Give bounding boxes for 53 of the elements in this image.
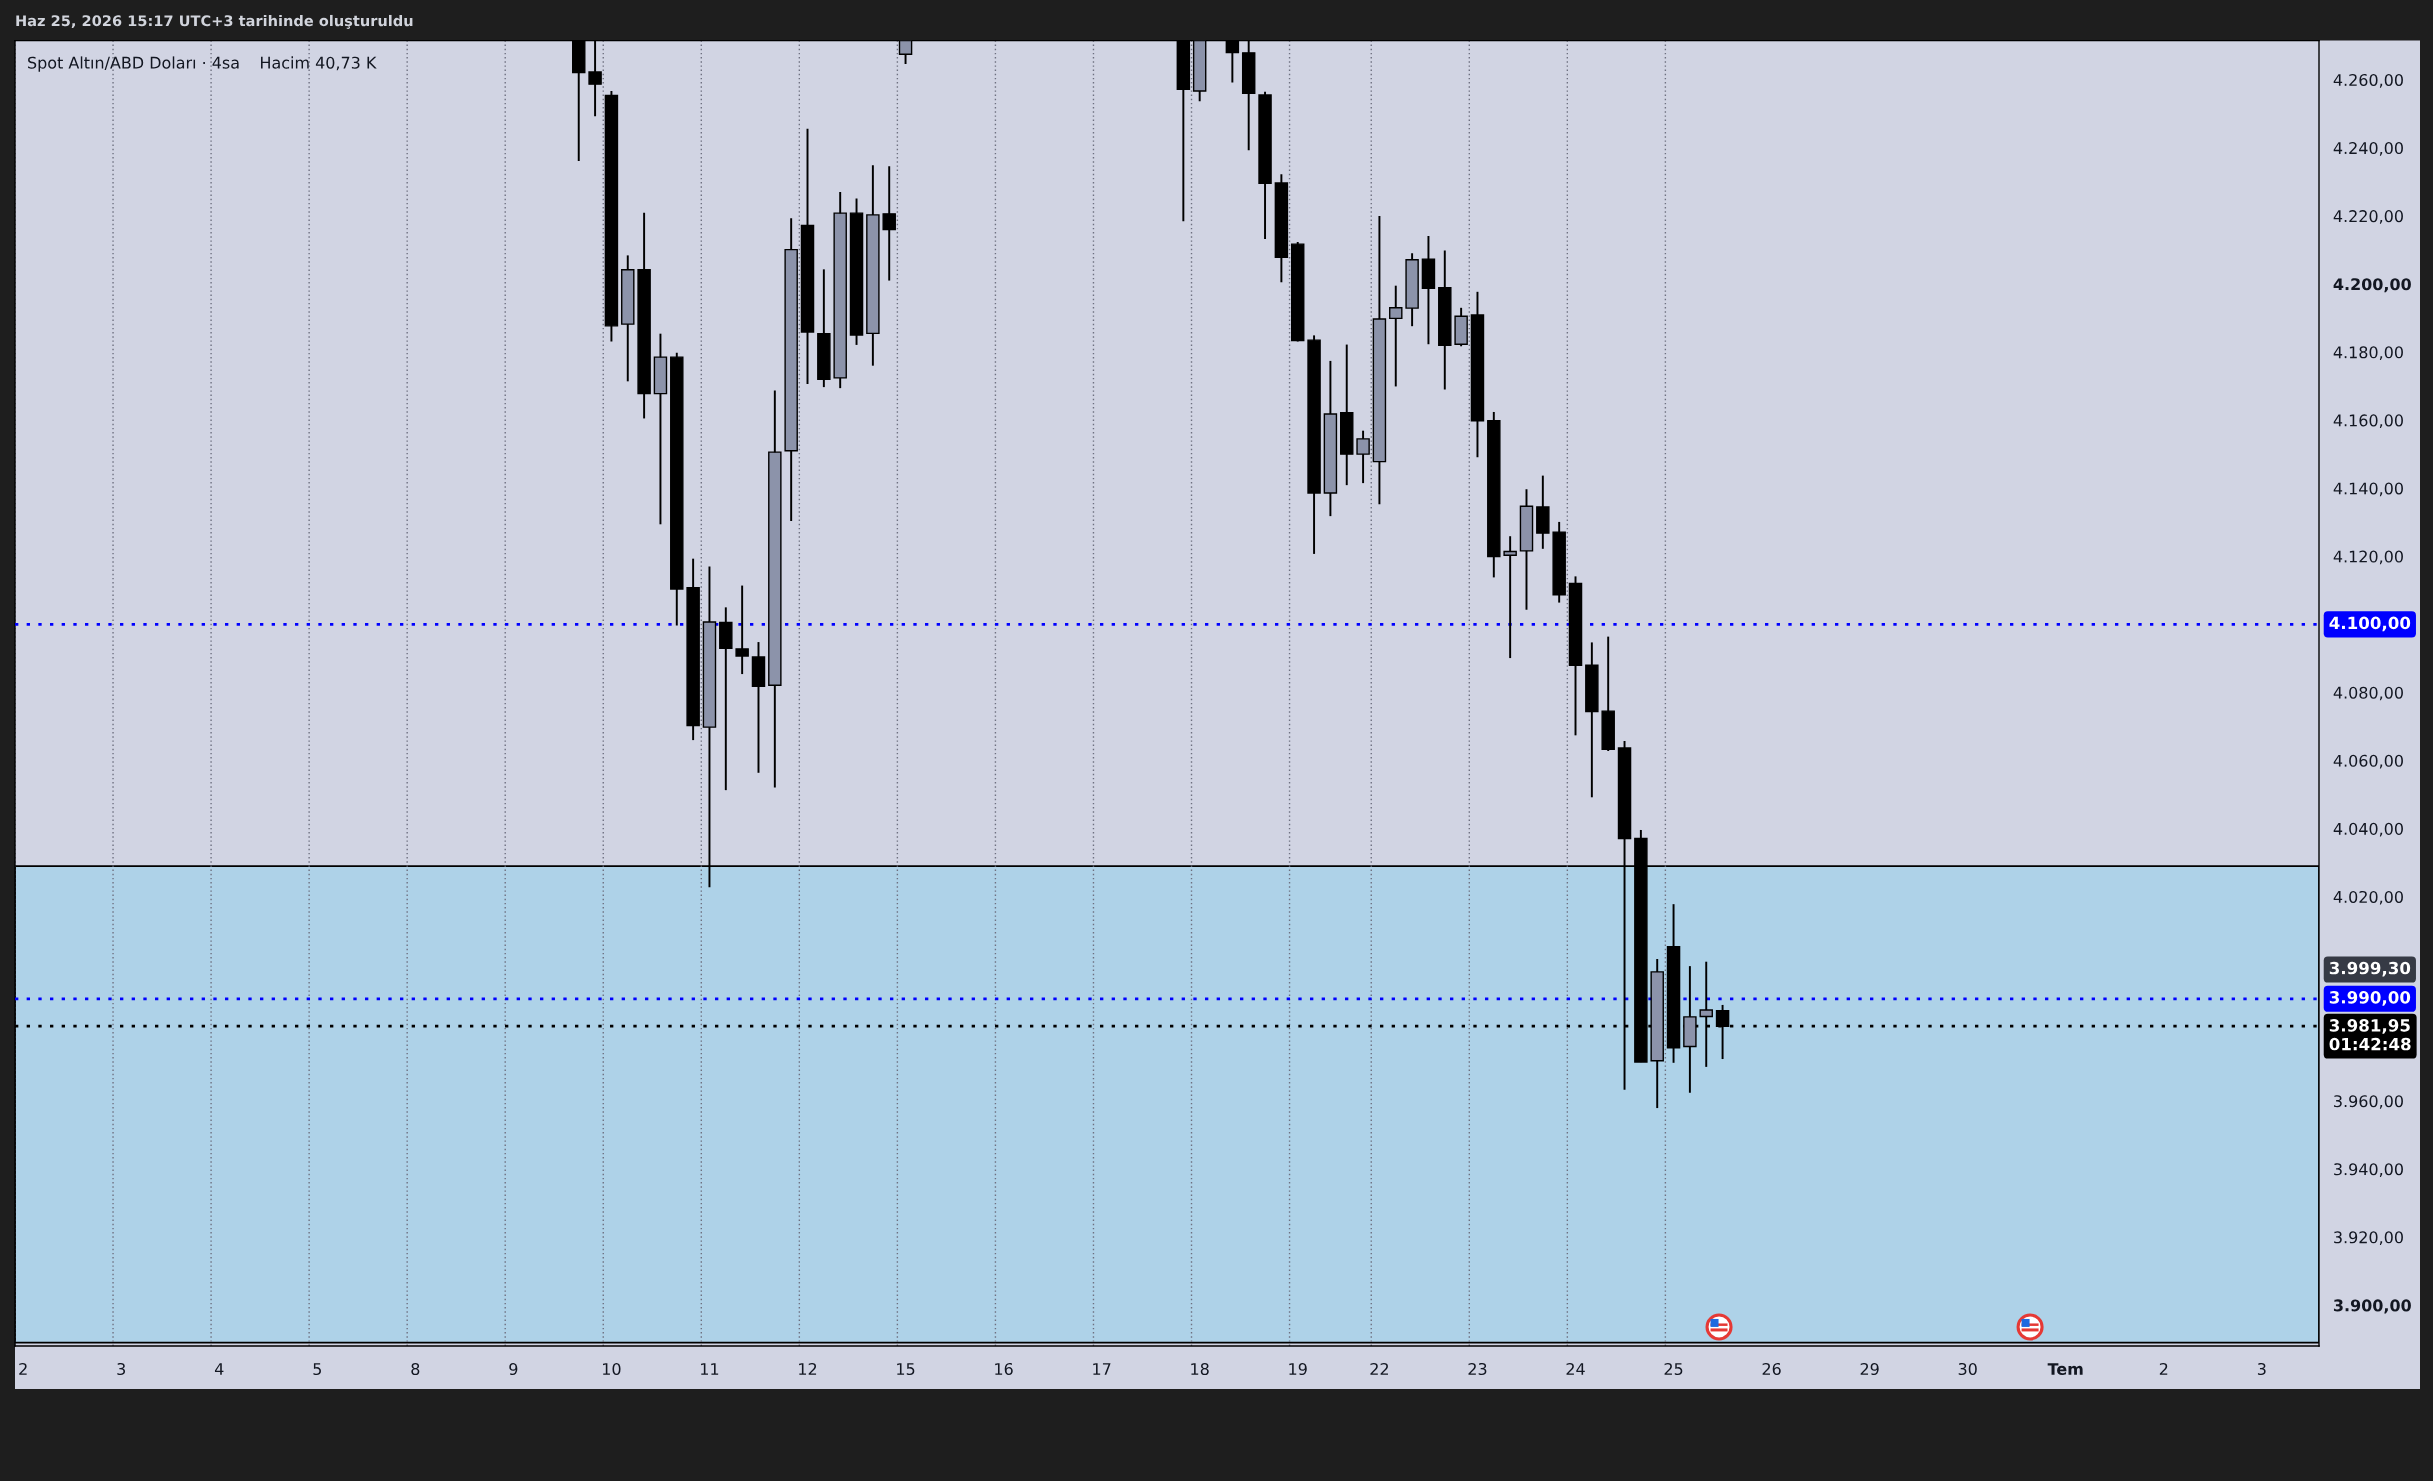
x-tick-label: 2	[2159, 1362, 2168, 1375]
ref-line-label: 3.990,00	[2329, 991, 2411, 1006]
candlestick	[735, 584, 749, 676]
y-tick-label: 4.160,00	[2333, 414, 2403, 429]
y-tick-label: 4.180,00	[2333, 346, 2403, 360]
x-tick-label: 8	[411, 1362, 420, 1376]
y-tick-label: 4.200,00	[2333, 278, 2411, 293]
candlestick	[882, 165, 896, 282]
x-tick-label: 5	[313, 1363, 321, 1376]
x-tick-label: 19	[1289, 1362, 1307, 1376]
candlestick	[1503, 535, 1517, 660]
x-tick-label: 4	[214, 1363, 224, 1375]
x-tick-label: 30	[1958, 1362, 1977, 1376]
x-tick-label: 15	[897, 1363, 915, 1376]
text: 3.999,30	[2329, 961, 2411, 977]
ref-line-label: 3.981,95 01:42:48	[2329, 1019, 2411, 1051]
x-tick-label: 2	[19, 1362, 27, 1375]
y-tick-label: 4.060,00	[2333, 754, 2403, 769]
text: Haz 25, 2026 15:17 UTC+3 tarihinde oluşturuldu	[16, 14, 413, 29]
y-tick-label: 4.080,00	[2333, 686, 2403, 701]
x-tick-label: 10	[603, 1362, 621, 1376]
x-tick-label: 17	[1093, 1363, 1111, 1375]
text: Hacim 40,73 K	[261, 56, 377, 71]
x-tick-label: 23	[1468, 1362, 1487, 1376]
x-tick-label: 3	[117, 1362, 126, 1376]
x-tick-label: 16	[995, 1362, 1013, 1376]
ref-line-label: 4.100,00	[2329, 616, 2411, 632]
x-tick-label: 24	[1566, 1362, 1585, 1375]
y-tick-label: 3.920,00	[2334, 1231, 2403, 1245]
candlestick	[1389, 284, 1403, 388]
candlestick	[1225, 40, 1240, 84]
x-tick-label: Tem	[2047, 1363, 2083, 1376]
x-tick-label: 9	[509, 1362, 518, 1376]
text: Spot Altın/ABD Doları · 4sa	[28, 56, 239, 72]
y-tick-label: 4.020,00	[2333, 890, 2403, 905]
y-tick-label: 3.940,00	[2334, 1163, 2403, 1177]
y-tick-label: 3.900,00	[2333, 1299, 2411, 1314]
y-tick-label: 4.040,00	[2333, 822, 2403, 837]
x-tick-label: 25	[1664, 1362, 1683, 1376]
x-tick-label: 12	[799, 1362, 817, 1375]
candlestick	[1356, 429, 1370, 485]
y-tick-label: 3.960,00	[2334, 1095, 2403, 1109]
x-tick-label: 29	[1860, 1362, 1879, 1376]
x-tick-label: 11	[701, 1363, 719, 1375]
x-tick-label: 22	[1370, 1362, 1388, 1375]
x-tick-label: 3	[2257, 1362, 2266, 1376]
y-tick-label: 4.140,00	[2333, 482, 2403, 497]
y-tick-label: 4.260,00	[2333, 73, 2403, 88]
x-tick-label: 18	[1191, 1362, 1209, 1376]
y-tick-label: 4.120,00	[2333, 550, 2403, 565]
y-tick-label: 4.240,00	[2333, 142, 2403, 156]
x-tick-label: 26	[1762, 1362, 1781, 1376]
y-tick-label: 4.220,00	[2333, 210, 2403, 224]
